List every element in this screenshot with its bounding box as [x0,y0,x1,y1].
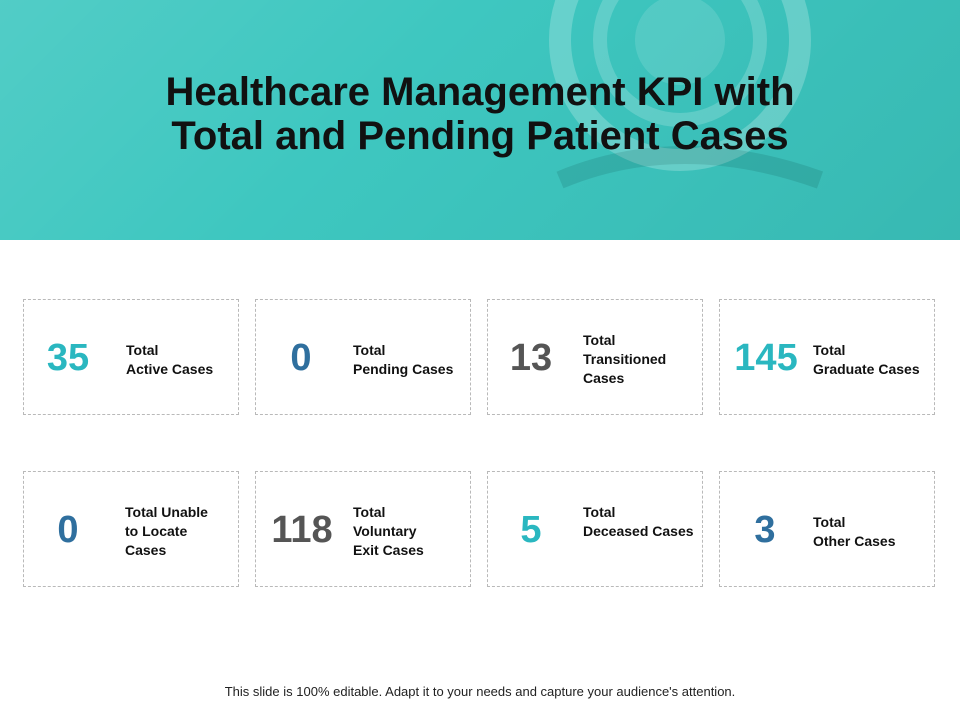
kpi-value: 0 [290,337,312,379]
page-title: Healthcare Management KPI with Total and… [60,70,900,158]
kpi-label-line: Transitioned [583,351,667,367]
kpi-label: Total Unable to Locate Cases [125,503,208,560]
kpi-label-line: Total [813,514,846,530]
kpi-label-line: Total [813,342,846,358]
kpi-card-voluntary-exit: 118 Total Voluntary Exit Cases [255,471,471,587]
kpi-value: 0 [57,509,79,551]
kpi-value: 145 [734,337,798,379]
kpi-label: Total Active Cases [126,341,213,379]
kpi-card-active: 35 Total Active Cases [23,299,239,415]
kpi-label-line: Cases [125,542,167,558]
kpi-card-other: 3 Total Other Cases [719,471,935,587]
kpi-card-pending: 0 Total Pending Cases [255,299,471,415]
kpi-label: Total Deceased Cases [583,503,694,541]
kpi-label-line: Pending Cases [353,361,454,377]
kpi-label-line: Total [583,504,616,520]
kpi-label-line: Deceased Cases [583,523,694,539]
kpi-card-graduate: 145 Total Graduate Cases [719,299,935,415]
kpi-label-line: Exit Cases [353,542,424,558]
kpi-value: 3 [754,509,776,551]
kpi-label: Total Other Cases [813,513,895,551]
header-banner: Healthcare Management KPI with Total and… [0,0,960,240]
kpi-label: Total Graduate Cases [813,341,920,379]
kpi-label: Total Transitioned Cases [583,331,666,388]
footer-note: This slide is 100% editable. Adapt it to… [224,684,736,699]
stethoscope-icon [549,0,824,189]
kpi-label-line: Cases [583,370,625,386]
kpi-value: 13 [509,337,553,379]
kpi-label-line: Total [126,342,159,358]
kpi-label-line: Total [353,342,386,358]
title-line-2: Total and Pending Patient Cases [171,114,789,158]
kpi-value: 35 [46,337,90,379]
kpi-card-transitioned: 13 Total Transitioned Cases [487,299,703,415]
kpi-card-deceased: 5 Total Deceased Cases [487,471,703,587]
title-line-1: Healthcare Management KPI with [165,70,795,114]
banner-overlay [0,0,960,240]
kpi-label: Total Voluntary Exit Cases [353,503,424,560]
kpi-label-line: Graduate Cases [813,361,920,377]
kpi-label-line: Active Cases [126,361,214,377]
kpi-label-line: Total [583,332,616,348]
kpi-label-line: to Locate [125,523,188,539]
kpi-card-unable-to-locate: 0 Total Unable to Locate Cases [23,471,239,587]
kpi-label: Total Pending Cases [353,341,453,379]
kpi-value: 118 [271,509,333,551]
kpi-label-line: Total [353,504,386,520]
kpi-value: 5 [520,509,542,551]
kpi-label-line: Voluntary [353,523,417,539]
kpi-label-line: Other Cases [813,533,896,549]
kpi-label-line: Total Unable [125,504,208,520]
